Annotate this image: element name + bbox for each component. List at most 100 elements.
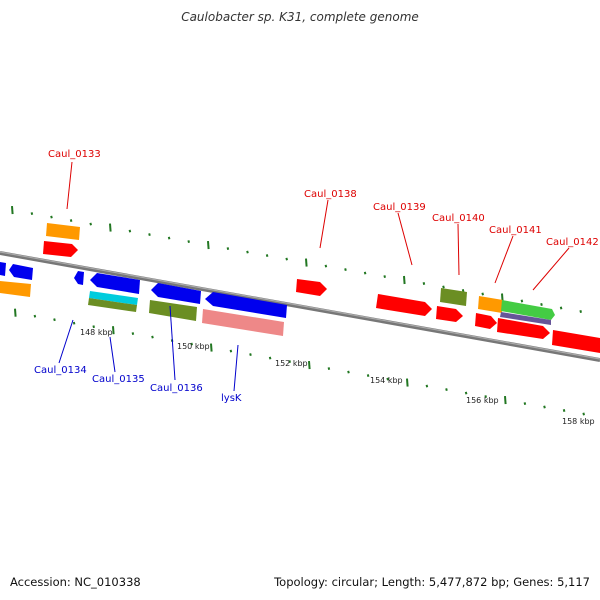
minor-tick xyxy=(249,353,252,357)
minor-tick xyxy=(579,310,582,313)
minor-tick xyxy=(128,229,132,233)
minor-tick xyxy=(363,271,367,275)
gene-feature-blue-edge-b[interactable] xyxy=(9,264,33,280)
gene-feature-olive-0136[interactable] xyxy=(149,300,197,321)
gene-label-caul-0134[interactable]: Caul_0134 xyxy=(34,365,87,376)
genome-backbone-highlight xyxy=(0,251,600,360)
gene-feature-orange[interactable] xyxy=(46,223,80,240)
minor-tick xyxy=(386,377,389,381)
minor-tick xyxy=(481,292,484,296)
bp-label-154: 154 kbp xyxy=(370,376,403,385)
minor-tick xyxy=(151,335,154,339)
major-tick xyxy=(109,223,112,232)
minor-tick xyxy=(229,349,233,353)
gene-feature-caul-0140[interactable] xyxy=(436,306,463,322)
gene-feature-caul-0141-orange[interactable] xyxy=(478,296,503,313)
gene-feature-blue-0136[interactable] xyxy=(151,283,201,304)
minor-tick xyxy=(246,250,249,254)
minor-tick xyxy=(327,367,331,371)
minor-tick xyxy=(30,212,34,216)
tick-row-top xyxy=(11,206,582,313)
minor-tick xyxy=(445,388,448,392)
minor-tick xyxy=(464,391,468,395)
minor-tick xyxy=(559,306,563,310)
tick-row-bottom xyxy=(14,308,585,416)
gene-feature-caul-0139[interactable] xyxy=(376,294,432,316)
genome-summary-text: Topology: circular; Length: 5,477,872 bp… xyxy=(274,575,590,589)
minor-tick xyxy=(50,215,53,219)
gene-label-caul-0141[interactable]: Caul_0141 xyxy=(489,225,542,236)
minor-tick xyxy=(347,370,350,374)
gene-feature-purple[interactable] xyxy=(500,312,551,325)
major-tick xyxy=(14,308,17,317)
genome-backbone xyxy=(0,251,600,362)
gene-feature-caul-0142-green[interactable] xyxy=(501,300,555,320)
gene-feature-blue-0134[interactable] xyxy=(90,273,140,294)
minor-tick xyxy=(268,356,272,360)
major-tick xyxy=(112,326,115,335)
minor-tick xyxy=(187,240,190,244)
minor-tick xyxy=(383,275,386,279)
major-tick xyxy=(305,258,308,267)
gene-label-caul-0139[interactable]: Caul_0139 xyxy=(373,202,426,213)
gene-feature-olive-0135[interactable] xyxy=(88,298,137,312)
callout-lines-top xyxy=(66,161,570,291)
minor-tick xyxy=(461,289,465,292)
major-tick xyxy=(308,361,311,370)
minor-tick xyxy=(131,332,135,336)
callout-lines-bottom xyxy=(58,305,239,392)
gene-feature-caul-0140-olive[interactable] xyxy=(440,288,467,306)
minor-tick xyxy=(285,257,288,261)
minor-tick xyxy=(422,282,426,285)
bp-label-156: 156 kbp xyxy=(466,396,499,405)
minor-tick xyxy=(265,254,269,258)
bp-label-152: 152 kbp xyxy=(275,359,308,368)
major-tick xyxy=(406,378,409,387)
minor-tick xyxy=(148,233,151,237)
gene-features xyxy=(0,223,600,353)
gene-feature-pink-lysk[interactable] xyxy=(202,309,284,336)
gene-feature-blue-small[interactable] xyxy=(74,271,84,285)
gene-label-caul-0136[interactable]: Caul_0136 xyxy=(150,383,203,394)
minor-tick xyxy=(53,318,56,322)
gene-label-caul-0138[interactable]: Caul_0138 xyxy=(304,189,357,200)
minor-tick xyxy=(484,395,487,399)
minor-tick xyxy=(72,321,76,325)
gene-feature-red-a[interactable] xyxy=(475,313,497,329)
minor-tick xyxy=(520,299,524,303)
gene-feature-red-b[interactable] xyxy=(497,318,550,339)
gene-label-caul-0140[interactable]: Caul_0140 xyxy=(432,213,485,224)
gene-label-caul-0135[interactable]: Caul_0135 xyxy=(92,374,145,385)
minor-tick xyxy=(582,412,585,416)
gene-feature-caul-0138[interactable] xyxy=(296,279,327,296)
minor-tick xyxy=(92,325,95,329)
major-tick xyxy=(504,396,507,405)
minor-tick xyxy=(288,360,291,364)
map-title: Caulobacter sp. K31, complete genome xyxy=(181,10,419,24)
bp-label-158: 158 kbp xyxy=(562,417,595,426)
major-tick xyxy=(11,206,14,215)
minor-tick xyxy=(89,222,92,226)
minor-tick xyxy=(442,285,445,289)
minor-tick xyxy=(543,405,546,409)
gene-feature-red-c[interactable] xyxy=(552,330,600,353)
gene-feature-caul-0133[interactable] xyxy=(43,241,78,257)
minor-tick xyxy=(69,219,73,223)
gene-feature-cyan-0135[interactable] xyxy=(89,291,138,305)
gene-feature-orange-left[interactable] xyxy=(0,281,31,297)
gene-feature-blue-edge-a[interactable] xyxy=(0,262,6,276)
major-tick xyxy=(207,241,210,250)
bp-label-150: 150 kbp xyxy=(177,342,210,351)
accession-text: Accession: NC_010338 xyxy=(10,575,141,589)
minor-tick xyxy=(33,314,37,318)
gene-label-lysk[interactable]: lysK xyxy=(221,393,242,404)
gene-feature-blue-lysk[interactable] xyxy=(205,292,287,318)
minor-tick xyxy=(344,268,347,272)
major-tick xyxy=(210,343,213,352)
minor-tick xyxy=(540,303,543,306)
minor-tick xyxy=(425,384,429,388)
gene-label-caul-0133[interactable]: Caul_0133 xyxy=(48,149,101,160)
gene-label-caul-0142[interactable]: Caul_0142 xyxy=(546,237,599,248)
bp-label-148: 148 kbp xyxy=(80,328,113,337)
